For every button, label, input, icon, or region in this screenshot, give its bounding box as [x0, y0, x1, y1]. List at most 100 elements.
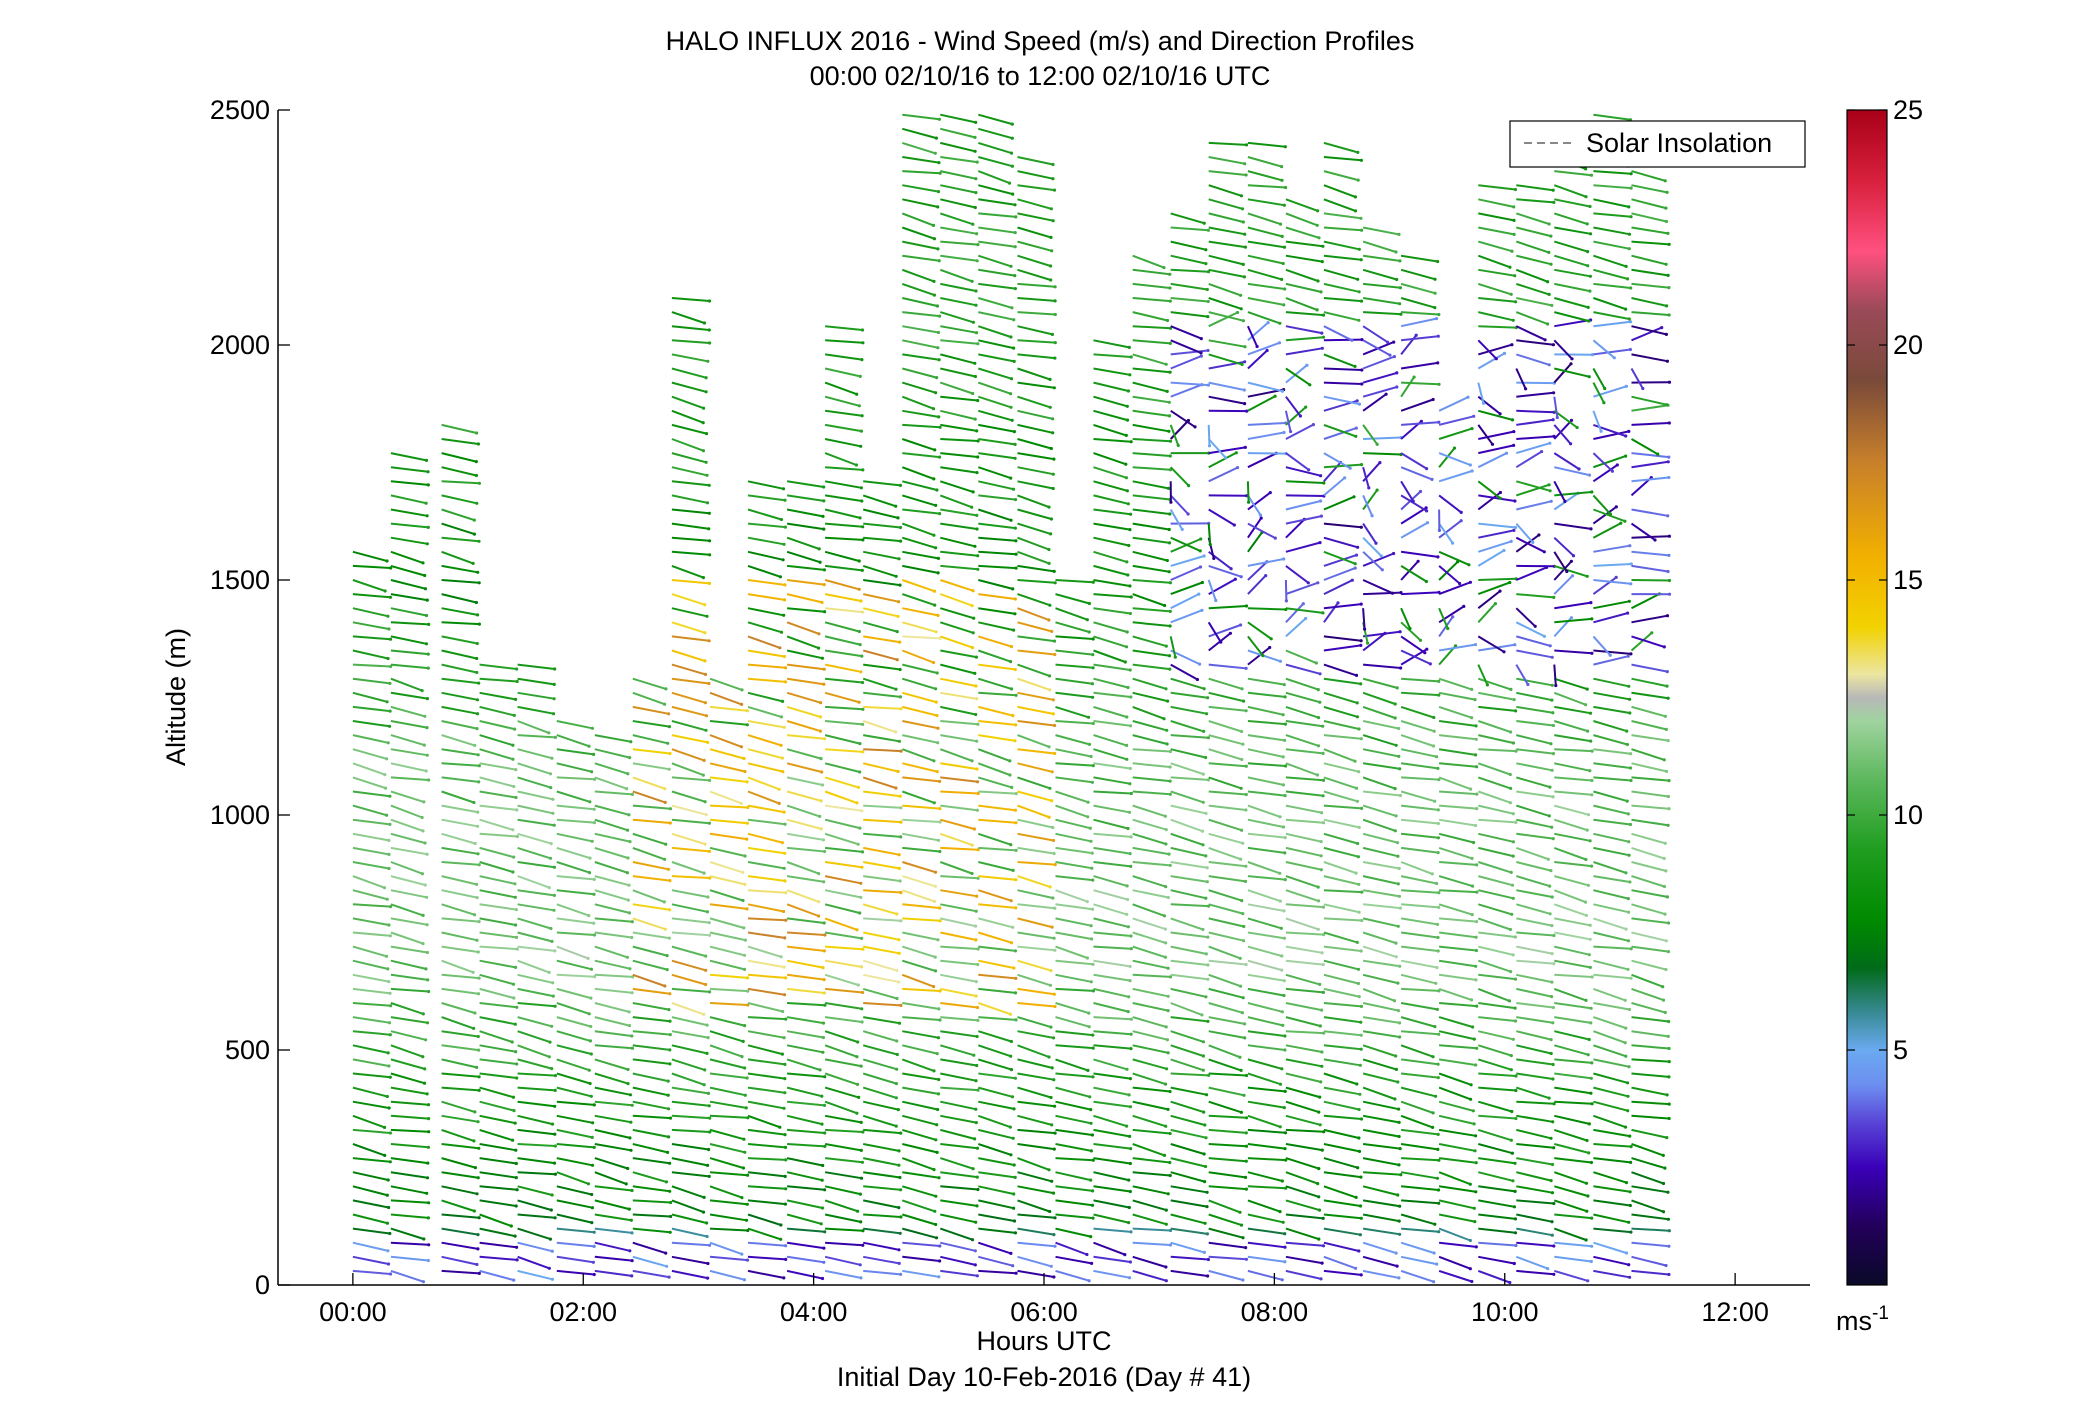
wind-vector	[940, 705, 976, 716]
wind-vector-tip	[1624, 307, 1628, 311]
wind-vector	[1017, 1114, 1052, 1126]
wind-vector-tip	[1629, 286, 1633, 290]
wind-vector	[824, 1213, 861, 1223]
wind-vector	[390, 1255, 429, 1262]
wind-vector-tip	[1498, 490, 1502, 495]
wind-vector-tip	[1242, 388, 1246, 392]
wind-vector-tip	[1437, 1158, 1441, 1162]
wind-vector	[902, 861, 936, 874]
wind-vector	[479, 846, 514, 859]
wind-vector-tip	[1354, 553, 1359, 557]
wind-vector	[1055, 1185, 1093, 1192]
wind-vector	[441, 536, 480, 543]
wind-vector	[479, 861, 514, 873]
wind-vector-tip	[1014, 878, 1018, 882]
wind-vector	[902, 156, 940, 164]
wind-vector	[1132, 494, 1171, 501]
wind-vector-tip	[1168, 439, 1173, 443]
wind-vector	[594, 1030, 632, 1037]
wind-vector	[1516, 297, 1553, 307]
wind-vector-tip	[1318, 1123, 1322, 1127]
wind-vector-tip	[858, 1192, 863, 1196]
wind-vector-tip	[1625, 1081, 1630, 1085]
wind-vector-tip	[783, 1133, 787, 1137]
wind-vector	[1132, 268, 1170, 276]
wind-vector	[390, 818, 424, 832]
wind-vector-tip	[1283, 851, 1287, 855]
wind-vector	[1631, 959, 1667, 971]
wind-vector	[786, 536, 820, 550]
wind-vector-tip	[1273, 536, 1277, 540]
wind-vector-tip	[1584, 998, 1588, 1003]
wind-vector	[1554, 268, 1591, 278]
x-axis-label: Hours UTC	[976, 1326, 1111, 1356]
wind-vector	[1247, 987, 1285, 997]
wind-vector-tip	[1397, 1120, 1401, 1124]
wind-vector	[1017, 1269, 1055, 1278]
wind-vector	[1247, 959, 1283, 972]
wind-vector-tip	[897, 1149, 901, 1153]
wind-vector-tip	[897, 1163, 901, 1167]
wind-vector-tip	[592, 892, 596, 896]
wind-vector-tip	[1199, 351, 1203, 355]
wind-vector	[671, 762, 704, 777]
wind-vector	[824, 1185, 861, 1196]
wind-vector	[594, 889, 629, 902]
wind-vector-tip	[899, 539, 903, 543]
wind-vector-tip	[388, 681, 392, 686]
wind-vector	[863, 1157, 900, 1167]
wind-vector	[902, 452, 940, 459]
wind-vector	[1593, 959, 1629, 971]
wind-vector-tip	[1666, 231, 1670, 235]
wind-vector	[786, 818, 822, 830]
wind-vector	[1400, 607, 1411, 629]
wind-vector	[1438, 705, 1472, 719]
wind-vector-tip	[1664, 939, 1668, 943]
wind-vector	[671, 917, 710, 924]
wind-vector	[1323, 381, 1362, 385]
wind-vector-tip	[624, 1182, 628, 1186]
wind-vector-tip	[1551, 1120, 1555, 1124]
wind-vector-tip	[1167, 414, 1172, 418]
wind-vector-tip	[1610, 469, 1614, 473]
wind-vector	[1170, 1213, 1206, 1225]
wind-vector-tip	[1356, 1166, 1360, 1170]
wind-vector	[1093, 734, 1127, 747]
wind-vector-tip	[822, 667, 826, 671]
wind-vector-tip	[552, 893, 557, 898]
wind-vector	[1400, 917, 1438, 926]
wind-vector	[1593, 1213, 1629, 1224]
wind-vector	[1362, 608, 1366, 630]
wind-vector	[1132, 818, 1167, 831]
wind-vector	[977, 466, 1012, 480]
wind-vector-tip	[1551, 711, 1555, 715]
wind-vector	[824, 875, 861, 885]
wind-vector	[1055, 1241, 1088, 1256]
wind-vector	[1093, 691, 1131, 698]
wind-vector	[1285, 198, 1318, 212]
wind-vector	[1553, 560, 1573, 581]
wind-vector-tip	[1667, 578, 1671, 583]
wind-vector-tip	[935, 1150, 939, 1154]
wind-vector	[940, 156, 978, 164]
wind-vector-tip	[1586, 813, 1591, 817]
wind-vector	[1631, 1185, 1669, 1194]
wind-vector	[1323, 945, 1362, 952]
wind-vector	[352, 564, 391, 569]
wind-vector-tip	[898, 1175, 902, 1180]
wind-vector	[1017, 268, 1051, 281]
wind-vector-tip	[1513, 643, 1517, 647]
wind-vector-tip	[1396, 924, 1400, 928]
wind-vector-tip	[1052, 569, 1056, 574]
wind-vector-tip	[860, 328, 865, 332]
wind-vector	[1478, 1255, 1515, 1265]
wind-vector-tip	[1360, 463, 1364, 467]
wind-vector-tip	[1627, 317, 1631, 321]
wind-vector	[747, 1199, 786, 1206]
wind-vector	[352, 973, 389, 983]
wind-vector	[747, 973, 786, 979]
wind-vector-tip	[1009, 660, 1013, 664]
wind-vector-tip	[473, 1011, 477, 1015]
wind-vector	[1017, 240, 1052, 252]
wind-vector-tip	[898, 640, 902, 644]
